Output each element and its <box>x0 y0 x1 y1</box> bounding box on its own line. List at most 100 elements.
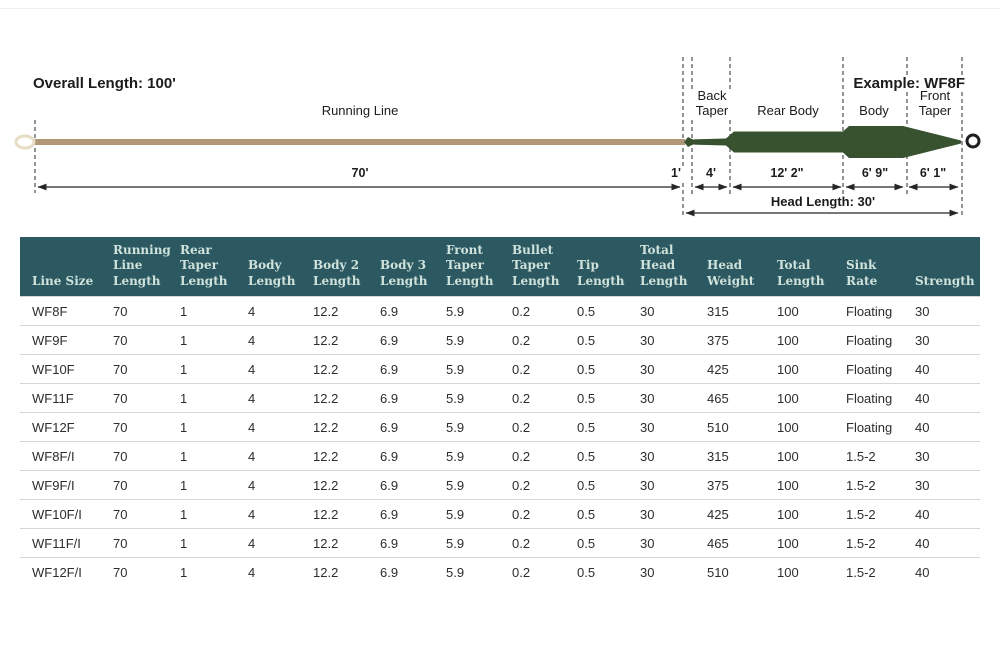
spec-cell: 100 <box>765 325 834 355</box>
spec-cell: 0.2 <box>500 528 565 558</box>
spec-cell: 0.5 <box>565 412 628 442</box>
head-length-label: Head Length: 30' <box>748 194 898 209</box>
spec-cell: 30 <box>628 470 695 500</box>
spec-cell: 6.9 <box>368 296 434 326</box>
spec-cell: 12.2 <box>301 557 368 587</box>
spec-cell: 0.5 <box>565 325 628 355</box>
spec-cell: 70 <box>101 296 168 326</box>
body-label: Body <box>848 103 900 119</box>
spec-cell: 5.9 <box>434 354 500 384</box>
spec-cell: 465 <box>695 528 765 558</box>
table-header-row: Line Size Running Line Length Rear Taper L… <box>20 237 980 297</box>
spec-cell: 6.9 <box>368 499 434 529</box>
spec-cell: 4 <box>236 354 301 384</box>
spec-cell: 510 <box>695 557 765 587</box>
taper-diagram-graphic <box>14 57 981 217</box>
spec-cell: 100 <box>765 528 834 558</box>
spec-cell: 5.9 <box>434 296 500 326</box>
spec-cell: 6.9 <box>368 470 434 500</box>
column-header: Body 3 Length <box>368 237 434 297</box>
table-row: WF12F/I 70 1 4 12.2 6.9 5.9 0.2 0.5 30 510 100 1.5-2… <box>20 557 980 587</box>
spec-cell: 70 <box>101 528 168 558</box>
dim-rear-taper-value: 1' <box>663 166 689 180</box>
line-size-cell: WF9F <box>20 325 101 355</box>
column-header: Front Taper Length <box>434 237 500 297</box>
back-taper-label: Back Taper <box>688 88 736 119</box>
spec-cell: 30 <box>628 499 695 529</box>
table-row: WF11F 70 1 4 12.2 6.9 5.9 0.2 0.5 30 465 100 Floatin… <box>20 383 980 413</box>
spec-cell: 12.2 <box>301 470 368 500</box>
spec-cell: 30 <box>628 354 695 384</box>
spec-cell: 6.9 <box>368 528 434 558</box>
spec-cell: 375 <box>695 325 765 355</box>
spec-cell: 6.9 <box>368 354 434 384</box>
dim-rear-body-value: 12' 2" <box>752 166 822 180</box>
spec-cell: 0.5 <box>565 499 628 529</box>
spec-cell: 5.9 <box>434 499 500 529</box>
spec-cell: Floating <box>834 325 903 355</box>
front-loop-icon <box>965 133 981 149</box>
spec-cell: 1 <box>168 470 236 500</box>
column-header: Bullet Taper Length <box>500 237 565 297</box>
spec-cell: 0.2 <box>500 499 565 529</box>
spec-cell: 1 <box>168 499 236 529</box>
line-size-cell: WF11F <box>20 383 101 413</box>
column-header: Tip Length <box>565 237 628 297</box>
spec-cell: 1.5-2 <box>834 499 903 529</box>
spec-cell: 465 <box>695 383 765 413</box>
spec-cell: 6.9 <box>368 557 434 587</box>
column-header: Total Length <box>765 237 834 297</box>
spec-cell: 1 <box>168 557 236 587</box>
spec-cell: 4 <box>236 499 301 529</box>
line-size-cell: WF12F <box>20 412 101 442</box>
spec-cell: 0.2 <box>500 441 565 471</box>
spec-cell: 40 <box>903 528 980 558</box>
spec-cell: 1.5-2 <box>834 441 903 471</box>
line-size-cell: WF12F/I <box>20 557 101 587</box>
spec-cell: 30 <box>628 528 695 558</box>
line-size-cell: WF10F <box>20 354 101 384</box>
spec-cell: 40 <box>903 557 980 587</box>
spec-cell: Floating <box>834 383 903 413</box>
spec-cell: 70 <box>101 354 168 384</box>
spec-cell: 30 <box>903 470 980 500</box>
dim-front-taper-value: 6' 1" <box>908 166 958 180</box>
column-header: Body Length <box>236 237 301 297</box>
spec-cell: 0.5 <box>565 528 628 558</box>
spec-cell: 100 <box>765 296 834 326</box>
spec-cell: 100 <box>765 499 834 529</box>
spec-table: Line Size Running Line Length Rear Taper L… <box>20 237 980 587</box>
column-header: Body 2 Length <box>301 237 368 297</box>
spec-cell: 4 <box>236 412 301 442</box>
spec-cell: 425 <box>695 354 765 384</box>
spec-cell: 5.9 <box>434 441 500 471</box>
spec-cell: 1 <box>168 354 236 384</box>
column-header: Rear Taper Length <box>168 237 236 297</box>
spec-cell: 1.5-2 <box>834 470 903 500</box>
rear-body-label: Rear Body <box>746 103 830 119</box>
spec-cell: 0.2 <box>500 296 565 326</box>
spec-cell: 40 <box>903 499 980 529</box>
spec-cell: 12.2 <box>301 296 368 326</box>
spec-cell: 1.5-2 <box>834 528 903 558</box>
spec-cell: 12.2 <box>301 325 368 355</box>
spec-cell: 70 <box>101 412 168 442</box>
spec-cell: 4 <box>236 557 301 587</box>
spec-cell: 0.2 <box>500 557 565 587</box>
spec-cell: 6.9 <box>368 412 434 442</box>
spec-cell: 70 <box>101 470 168 500</box>
spec-cell: 12.2 <box>301 354 368 384</box>
spec-cell: Floating <box>834 412 903 442</box>
spec-cell: 70 <box>101 383 168 413</box>
spec-cell: 100 <box>765 441 834 471</box>
spec-cell: 70 <box>101 325 168 355</box>
spec-cell: 12.2 <box>301 441 368 471</box>
spec-cell: 12.2 <box>301 499 368 529</box>
spec-cell: 6.9 <box>368 383 434 413</box>
spec-cell: 1 <box>168 296 236 326</box>
spec-cell: 0.5 <box>565 557 628 587</box>
table-row: WF8F 70 1 4 12.2 6.9 5.9 0.2 0.5 30 315 100 Floating… <box>20 296 980 326</box>
spec-cell: 4 <box>236 296 301 326</box>
column-header: Head Weight <box>695 237 765 297</box>
spec-cell: 375 <box>695 470 765 500</box>
